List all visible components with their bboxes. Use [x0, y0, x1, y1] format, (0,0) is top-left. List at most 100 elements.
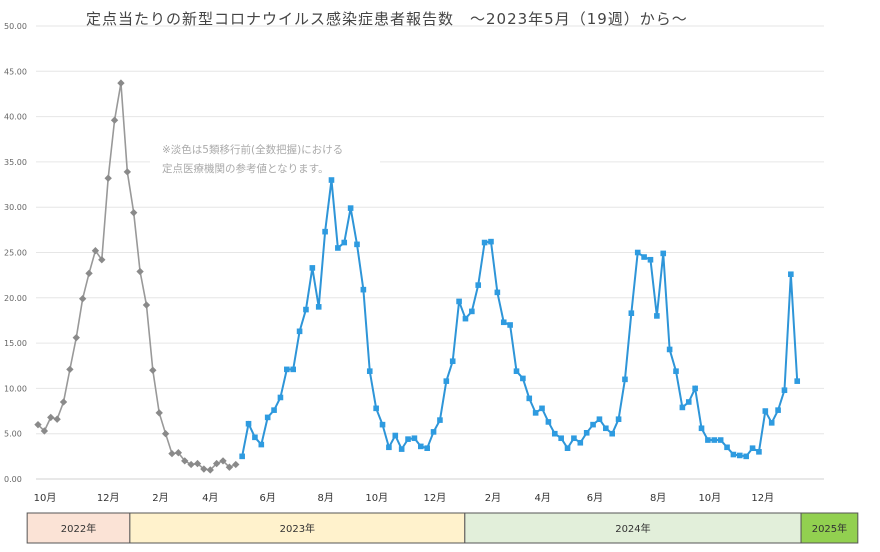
data-point	[40, 427, 49, 435]
data-point	[168, 449, 176, 458]
data-point	[685, 399, 692, 405]
data-point	[303, 306, 309, 313]
annotation-line-2: 定点医療機関の参考値となります。	[162, 162, 329, 175]
data-point	[437, 417, 443, 423]
data-point	[187, 460, 195, 469]
data-point	[481, 239, 488, 246]
data-point	[277, 394, 284, 401]
data-point	[354, 241, 360, 248]
data-point	[488, 238, 494, 245]
data-point	[347, 205, 354, 211]
data-point	[225, 463, 234, 471]
data-point	[660, 250, 667, 257]
data-point	[456, 298, 462, 305]
data-point	[571, 435, 577, 442]
y-tick-label: 0.00	[4, 475, 22, 484]
x-tick-label: 10月	[365, 492, 388, 504]
data-point	[110, 116, 119, 124]
data-point	[520, 375, 526, 382]
data-point	[200, 465, 208, 473]
data-point	[711, 437, 718, 443]
data-point	[155, 409, 163, 417]
x-tick-label: 12月	[751, 492, 774, 504]
data-point	[558, 435, 564, 442]
data-point	[78, 295, 87, 303]
data-point	[360, 286, 367, 293]
data-point	[775, 407, 781, 413]
x-tick-label: 4月	[202, 492, 218, 504]
data-point	[634, 249, 641, 256]
y-tick-label: 50.00	[4, 22, 27, 31]
year-band: 2022年 2023年 2024年 2025年	[26, 512, 859, 544]
x-tick-label: 4月	[534, 492, 550, 504]
data-point	[142, 301, 151, 309]
data-point	[692, 385, 698, 392]
chart-title: 定点当たりの新型コロナウイルス感染症患者報告数 ～2023年5月（19週）から～	[86, 10, 688, 28]
data-point	[405, 436, 411, 442]
data-point	[136, 267, 144, 276]
data-point	[117, 79, 125, 87]
gridlines	[36, 25, 824, 480]
data-point	[91, 247, 100, 255]
x-tick-label: 6月	[587, 492, 603, 504]
data-point	[212, 459, 221, 468]
data-point	[788, 271, 794, 278]
data-point	[705, 437, 711, 443]
data-point	[309, 265, 316, 271]
data-point	[545, 419, 552, 425]
annotation-background	[150, 138, 380, 182]
data-point	[47, 413, 55, 422]
data-point	[104, 174, 112, 182]
data-point	[290, 366, 296, 373]
data-point	[322, 228, 328, 235]
y-tick-label: 5.00	[4, 430, 22, 439]
data-point	[239, 453, 245, 460]
data-point	[756, 449, 762, 455]
data-point	[335, 245, 341, 251]
data-point	[264, 414, 271, 421]
data-point	[768, 420, 775, 426]
data-point	[615, 416, 622, 423]
data-point	[666, 346, 673, 353]
data-point	[386, 444, 392, 451]
year-label: 2023年	[280, 522, 315, 535]
year-cell	[800, 512, 859, 544]
year-cell	[464, 512, 802, 544]
data-point	[174, 449, 183, 457]
data-point	[507, 322, 513, 328]
year-label: 2025年	[812, 522, 847, 535]
data-point	[193, 459, 202, 468]
x-tick-label: 6月	[259, 492, 275, 504]
data-point	[328, 177, 335, 183]
data-point	[628, 310, 635, 317]
x-tick-label: 2月	[152, 492, 168, 504]
x-tick-label: 2月	[485, 492, 501, 504]
x-tick-label: 12月	[97, 492, 120, 504]
data-point	[513, 368, 520, 374]
data-point	[271, 407, 277, 413]
y-axis-ticks: 0.00 5.00 10.00 15.00 20.00 25.00 30.00 35.00 40…	[4, 22, 27, 484]
y-tick-label: 25.00	[4, 249, 27, 258]
data-point	[737, 452, 743, 459]
data-point	[622, 376, 628, 383]
x-tick-label: 12月	[423, 492, 446, 504]
y-tick-label: 45.00	[4, 67, 27, 76]
data-point	[85, 269, 93, 278]
data-point	[366, 368, 373, 374]
data-point	[284, 366, 290, 373]
series-group	[34, 79, 801, 474]
y-tick-label: 10.00	[4, 384, 27, 393]
y-tick-label: 35.00	[4, 158, 27, 167]
data-point	[123, 168, 131, 176]
data-point	[590, 421, 596, 428]
data-point	[232, 460, 240, 469]
data-point	[794, 378, 801, 384]
data-point	[762, 408, 769, 414]
data-point	[551, 430, 558, 437]
data-point	[398, 446, 405, 452]
data-point	[53, 415, 61, 423]
data-point	[161, 430, 170, 438]
data-point	[252, 434, 258, 441]
data-point	[749, 445, 756, 451]
data-point	[596, 416, 603, 423]
